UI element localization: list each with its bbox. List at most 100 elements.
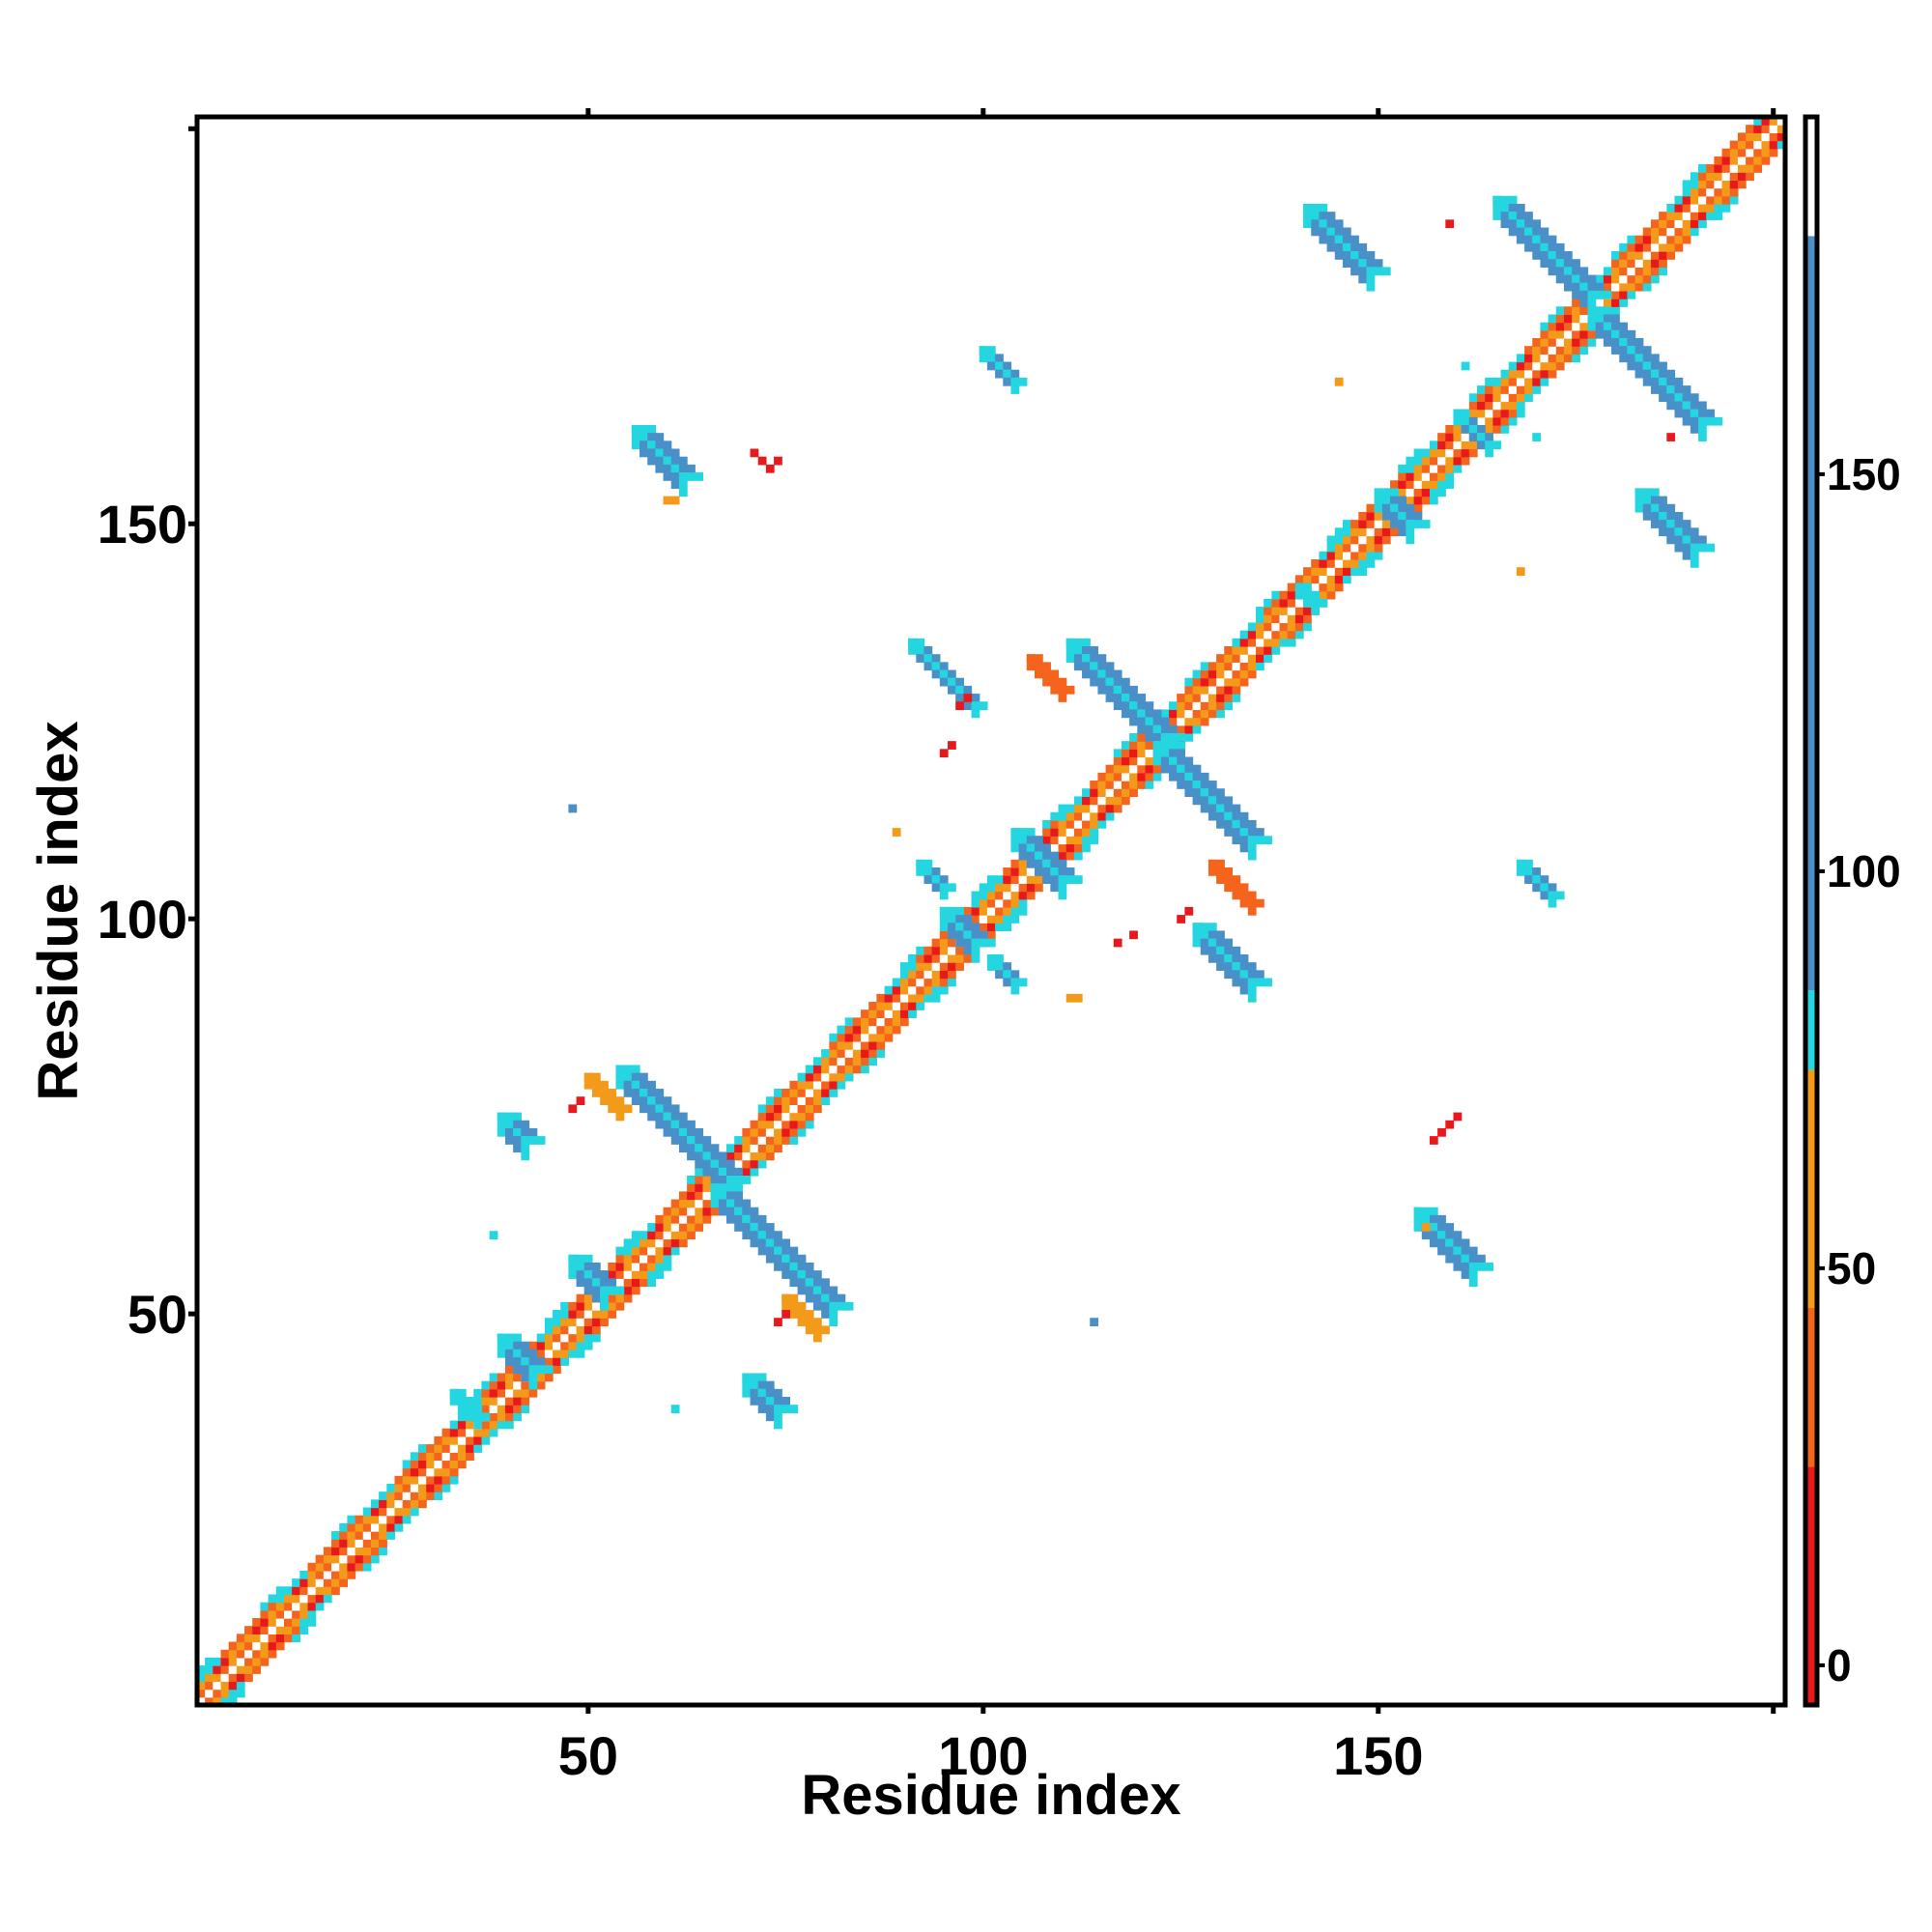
- contact-cell: [963, 930, 973, 940]
- diagonal-cell: [1634, 267, 1644, 276]
- contact-cell: [774, 1231, 782, 1240]
- diagonal-cell: [916, 978, 925, 987]
- diagonal-cell: [1129, 772, 1138, 781]
- contact-cell: [1366, 267, 1376, 276]
- diagonal-cell: [884, 1017, 894, 1027]
- diagonal-cell: [1406, 496, 1415, 505]
- diagonal-cell: [441, 1460, 451, 1469]
- contact-cell: [678, 1136, 688, 1145]
- diagonal-cell: [1129, 788, 1138, 797]
- contact-cell: [789, 1301, 799, 1311]
- diagonal-cell: [892, 985, 901, 995]
- diagonal-cell: [213, 1696, 222, 1706]
- contact-cell: [528, 1136, 538, 1145]
- diagonal-cell: [868, 1002, 877, 1010]
- contact-cell: [718, 1207, 727, 1216]
- contact-cell: [1097, 677, 1107, 687]
- diagonal-cell: [1453, 448, 1463, 458]
- contact-cell: [1311, 598, 1321, 608]
- diagonal-cell: [292, 1634, 300, 1643]
- contact-cell: [812, 1270, 822, 1279]
- diagonal-cell: [1603, 298, 1612, 307]
- diagonal-cell: [283, 1602, 293, 1611]
- contact-cell: [695, 1151, 704, 1161]
- diagonal-cell: [504, 1388, 514, 1398]
- contact-cell: [1256, 970, 1264, 980]
- diagonal-cell: [228, 1649, 238, 1659]
- diagonal-cell: [948, 978, 956, 987]
- contact-cell: [1264, 978, 1272, 987]
- contact-cell: [1256, 828, 1264, 837]
- contact-cell: [1666, 377, 1676, 386]
- diagonal-cell: [418, 1460, 427, 1469]
- diagonal-cell: [307, 1570, 317, 1579]
- diagonal-cell: [299, 1609, 309, 1619]
- contact-cell: [781, 1293, 791, 1303]
- diagonal-cell: [663, 1231, 672, 1240]
- diagonal-cell: [1619, 267, 1629, 276]
- diagonal-cell: [292, 1618, 300, 1627]
- contact-cell: [655, 1104, 665, 1114]
- diagonal-cell: [1192, 724, 1202, 734]
- diagonal-cell: [829, 1057, 838, 1066]
- contact-cell: [1524, 235, 1533, 244]
- contact-cell: [765, 464, 775, 473]
- contact-cell: [655, 448, 665, 458]
- contact-cell: [789, 1262, 799, 1271]
- diagonal-cell: [931, 970, 941, 980]
- diagonal-cell: [899, 985, 909, 995]
- contact-cell: [663, 448, 672, 458]
- contact-cell: [1090, 646, 1099, 655]
- diagonal-cell: [1572, 306, 1580, 316]
- diagonal-cell: [1453, 433, 1463, 441]
- diagonal-cell: [781, 1112, 791, 1122]
- diagonal-cell: [1555, 361, 1565, 371]
- diagonal-cell: [789, 1104, 799, 1114]
- diagonal-cell: [844, 1049, 854, 1058]
- contact-cell: [821, 1301, 830, 1311]
- diagonal-cell: [394, 1492, 404, 1500]
- contact-cell: [678, 472, 688, 481]
- diagonal-cell: [1350, 527, 1359, 537]
- diagonal-cell: [220, 1657, 230, 1666]
- diagonal-cell: [553, 1349, 561, 1358]
- contact-cell: [1232, 883, 1241, 893]
- diagonal-cell: [1256, 607, 1264, 615]
- diagonal-cell: [1271, 646, 1281, 655]
- contact-cell: [1429, 1238, 1438, 1248]
- contact-cell: [1500, 212, 1510, 220]
- diagonal-cell: [663, 1238, 672, 1248]
- diagonal-cell: [1627, 282, 1636, 292]
- diagonal-cell: [591, 1301, 601, 1311]
- contact-cell: [1508, 203, 1518, 213]
- diagonal-cell: [1294, 622, 1304, 632]
- contact-cell: [757, 1380, 767, 1390]
- diagonal-cell: [347, 1539, 356, 1548]
- contact-cell: [1587, 314, 1597, 324]
- contact-cell: [678, 480, 688, 490]
- diagonal-cell: [220, 1689, 230, 1698]
- contact-cell: [1595, 306, 1605, 316]
- diagonal-cell: [655, 1270, 665, 1279]
- diagonal-cell: [1374, 543, 1383, 553]
- colorbar-tick-label-0: 0: [1827, 1640, 1852, 1690]
- diagonal-cell: [402, 1499, 412, 1509]
- diagonal-cell: [410, 1492, 419, 1500]
- diagonal-cell: [861, 1049, 869, 1058]
- diagonal-cell: [1271, 607, 1281, 615]
- contact-cell: [1666, 401, 1676, 411]
- diagonal-cell: [1082, 804, 1091, 813]
- contact-cell: [1603, 329, 1612, 339]
- contact-cell: [1666, 535, 1676, 545]
- diagonal-cell: [868, 1017, 877, 1027]
- diagonal-cell: [1714, 203, 1723, 213]
- diagonal-cell: [1729, 140, 1739, 150]
- contact-cell: [1682, 401, 1691, 411]
- diagonal-cell: [1642, 251, 1652, 260]
- diagonal-cell: [1342, 543, 1351, 553]
- contact-cell: [1642, 354, 1652, 363]
- diagonal-cell: [1271, 622, 1281, 632]
- diagonal-cell: [481, 1388, 491, 1398]
- contact-cell: [916, 867, 925, 876]
- contact-cell: [1208, 781, 1217, 789]
